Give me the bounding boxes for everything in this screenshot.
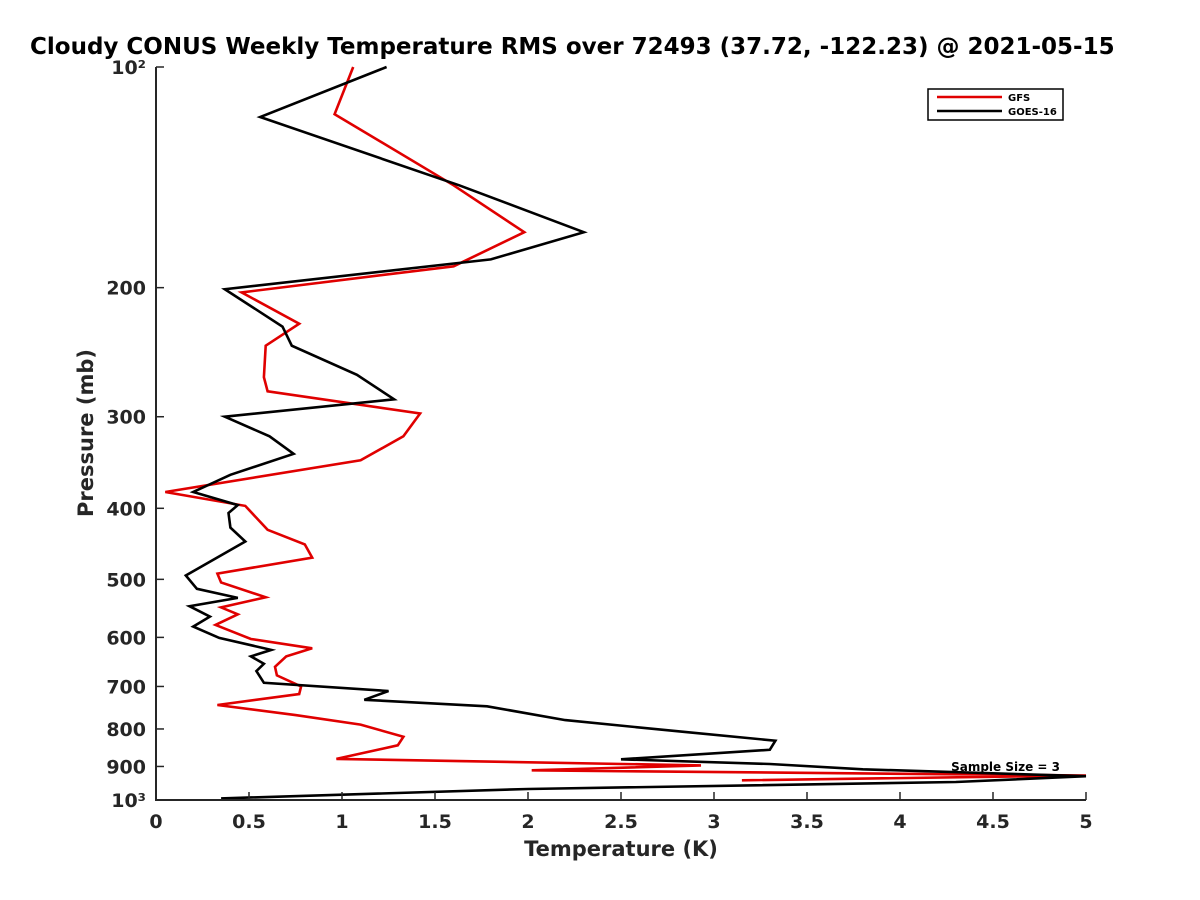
y-tick-label: 200: [106, 278, 146, 300]
x-tick-label: 2: [521, 811, 534, 833]
x-tick-label: 1.5: [418, 811, 452, 833]
sample-size-annotation: Sample Size = 3: [951, 760, 1060, 774]
legend-label-gfs: GFS: [1008, 93, 1030, 104]
x-tick-label: 0: [149, 811, 162, 833]
y-tick-label: 400: [106, 498, 146, 520]
series-layer: [165, 65, 1087, 800]
series-line-goes16: [183, 65, 1087, 800]
x-axis: 0 0.5 1 1.5 2 2.5 3 3.5 4 4.5 5: [149, 792, 1093, 833]
x-tick-label: 5: [1079, 811, 1092, 833]
y-tick-label: 900: [106, 756, 146, 778]
x-axis-label: Temperature (K): [524, 837, 718, 861]
y-tick-label: 500: [106, 569, 146, 591]
y-tick-label: 10²: [111, 57, 146, 79]
y-tick-label: 800: [106, 719, 146, 741]
series-line-gfs: [165, 66, 1087, 782]
x-tick-label: 1: [335, 811, 348, 833]
y-tick-label: 10³: [111, 790, 146, 812]
y-tick-label: 700: [106, 676, 146, 698]
chart-title: Cloudy CONUS Weekly Temperature RMS over…: [30, 34, 1115, 60]
y-axis: 10² 200 300 400 500 600 700 800 900 10³: [106, 57, 164, 812]
axes-frame: [155, 67, 1086, 801]
x-tick-label: 3: [707, 811, 720, 833]
x-tick-label: 0.5: [232, 811, 266, 833]
y-tick-label: 600: [106, 627, 146, 649]
y-tick-label: 300: [106, 407, 146, 429]
x-tick-label: 2.5: [604, 811, 638, 833]
legend: GFS GOES-16: [927, 88, 1064, 121]
legend-label-goes16: GOES-16: [1008, 107, 1057, 118]
x-tick-label: 4: [893, 811, 906, 833]
x-tick-label: 3.5: [790, 811, 824, 833]
legend-box: [927, 88, 1064, 121]
plot-area: 0 0.5 1 1.5 2 2.5 3 3.5 4 4.5 5 10² 200 300 400 500 600…: [106, 57, 1092, 833]
y-axis-label: Pressure (mb): [74, 349, 98, 517]
x-tick-label: 4.5: [976, 811, 1010, 833]
